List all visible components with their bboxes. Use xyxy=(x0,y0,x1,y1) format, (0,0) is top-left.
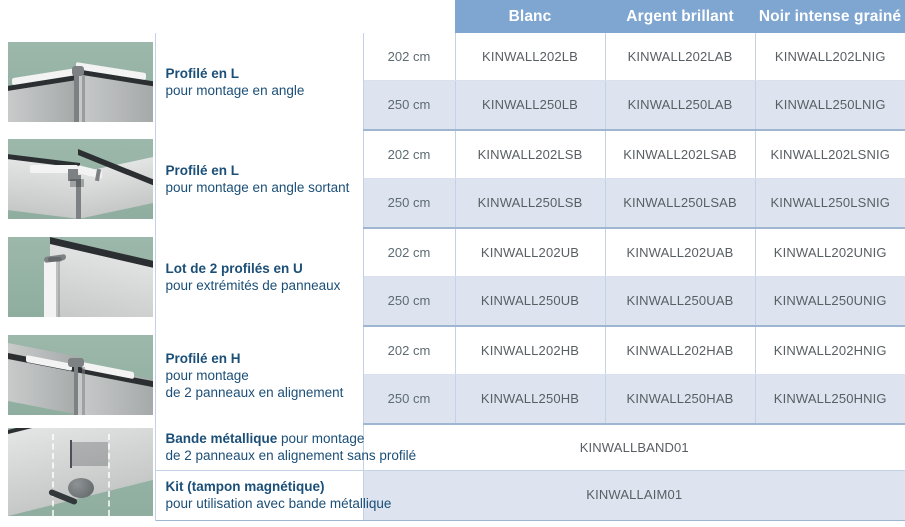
product-title: Lot de 2 profilés en U xyxy=(165,261,303,276)
size-cell: 250 cm xyxy=(363,276,456,327)
product-subtitle: pour extrémités de panneaux xyxy=(165,278,341,293)
product-image-profile-u xyxy=(0,228,156,326)
product-title: Kit (tampon magnétique) xyxy=(165,479,325,495)
code-cell-argent: KINWALL202LAB xyxy=(605,33,756,81)
product-image-metal-band xyxy=(0,424,156,520)
table-row: Profilé en L pour montage en angle sorta… xyxy=(0,130,905,228)
code-cell-blanc: KINWALL250LSB xyxy=(455,178,606,229)
product-description-metal-band: Bande métallique pour montage de 2 panne… xyxy=(155,424,417,472)
product-subtitle: pour montage en angle xyxy=(165,82,305,98)
code-cell-kinwallaim01: KINWALLAIM01 xyxy=(362,470,905,521)
code-cell-noir: KINWALL202HNIG xyxy=(755,326,905,375)
size-cell: 202 cm xyxy=(363,228,456,277)
size-cell: 202 cm xyxy=(363,33,456,81)
code-cell-noir: KINWALL202LNIG xyxy=(755,33,905,81)
header-cell-argent-brillant: Argent brillant xyxy=(605,0,755,33)
size-cell: 202 cm xyxy=(363,130,456,179)
code-cell-noir: KINWALL202UNIG xyxy=(755,228,905,277)
code-cell-argent: KINWALL202LSAB xyxy=(605,130,756,179)
table-row: Kit (tampon magnétique) pour utilisation… xyxy=(0,470,905,521)
size-cell: 250 cm xyxy=(363,178,456,229)
code-cell-argent: KINWALL250LSAB xyxy=(605,178,756,229)
table-row: 250 cm KINWALL250LSB KINWALL250LSAB KINW… xyxy=(0,178,905,229)
code-cell-argent: KINWALL250UAB xyxy=(605,276,756,327)
product-description-magnet-kit: Kit (tampon magnétique) pour utilisation… xyxy=(155,470,392,521)
profile-l-corner-photo xyxy=(8,41,153,122)
code-cell-noir: KINWALL250UNIG xyxy=(755,276,905,327)
code-cell-blanc: KINWALL202LB xyxy=(455,33,606,81)
profile-u-edge-photo xyxy=(8,237,153,317)
metal-band-magnet-photo xyxy=(8,428,153,516)
code-cell-noir: KINWALL250LNIG xyxy=(755,80,905,131)
product-title: Profilé en H xyxy=(165,350,241,366)
profile-l-outer-corner-photo xyxy=(8,139,153,219)
product-subtitle: pour utilisation avec bande métallique xyxy=(165,496,392,512)
code-cell-blanc: KINWALL202LSB xyxy=(455,130,606,179)
header-blank-cell xyxy=(0,0,455,33)
header-cell-blanc: Blanc xyxy=(455,0,605,33)
table-header-row: Blanc Argent brillant Noir intense grain… xyxy=(0,0,905,33)
table-row: Lot de 2 profilés en U pour extrémités d… xyxy=(0,228,905,326)
code-cell-blanc: KINWALL250HB xyxy=(455,374,606,425)
product-image-profile-l-outer xyxy=(0,130,156,228)
product-subtitle: de 2 panneaux en alignement sans profilé xyxy=(165,448,417,464)
code-cell-argent: KINWALL250LAB xyxy=(605,80,756,131)
code-cell-argent: KINWALL202HAB xyxy=(605,326,756,375)
table-row: Profilé en H pour montage de 2 panneaux … xyxy=(0,326,905,424)
product-description-profile-l-outer: Profilé en L pour montage en angle sorta… xyxy=(155,130,364,228)
product-image-profile-h xyxy=(0,326,156,424)
table-row: Bande métallique pour montage de 2 panne… xyxy=(0,424,905,520)
product-description-profile-l-corner: Profilé en L pour montage en angle xyxy=(155,33,364,130)
code-cell-blanc: KINWALL202UB xyxy=(455,228,606,277)
product-title: Profilé en L xyxy=(165,65,240,81)
product-description-profile-h: Profilé en H pour montage de 2 panneaux … xyxy=(155,326,364,424)
code-cell-kinwallband01: KINWALLBAND01 xyxy=(362,424,905,472)
code-cell-noir: KINWALL250LSNIG xyxy=(755,178,905,229)
table-row: Profilé en L pour montage en angle 202 c… xyxy=(0,33,905,130)
code-cell-argent: KINWALL250HAB xyxy=(605,374,756,425)
size-cell: 250 cm xyxy=(363,80,456,131)
size-cell: 202 cm xyxy=(363,326,456,375)
code-cell-argent: KINWALL202UAB xyxy=(605,228,756,277)
code-cell-noir: KINWALL202LSNIG xyxy=(755,130,905,179)
code-cell-blanc: KINWALL202HB xyxy=(455,326,606,375)
table-row: 250 cm KINWALL250LB KINWALL250LAB KINWAL… xyxy=(0,80,905,131)
product-subtitle: pour montage en angle sortant xyxy=(165,180,350,195)
product-subtitle: pour montage xyxy=(165,367,249,383)
size-cell: 250 cm xyxy=(363,374,456,425)
profile-h-joint-photo xyxy=(8,335,153,415)
code-cell-blanc: KINWALL250UB xyxy=(455,276,606,327)
product-image-profile-l-corner xyxy=(0,33,156,130)
product-title: Profilé en L xyxy=(165,163,240,178)
product-subtitle-2: de 2 panneaux en alignement xyxy=(165,384,344,400)
table-row: 250 cm KINWALL250HB KINWALL250HAB KINWAL… xyxy=(0,374,905,425)
table-row: 250 cm KINWALL250UB KINWALL250UAB KINWAL… xyxy=(0,276,905,327)
header-cell-noir-intense-graine: Noir intense grainé xyxy=(755,0,905,33)
code-cell-noir: KINWALL250HNIG xyxy=(755,374,905,425)
product-description-profile-u: Lot de 2 profilés en U pour extrémités d… xyxy=(155,228,364,326)
product-title: Bande métallique pour montage xyxy=(165,431,365,447)
code-cell-blanc: KINWALL250LB xyxy=(455,80,606,131)
